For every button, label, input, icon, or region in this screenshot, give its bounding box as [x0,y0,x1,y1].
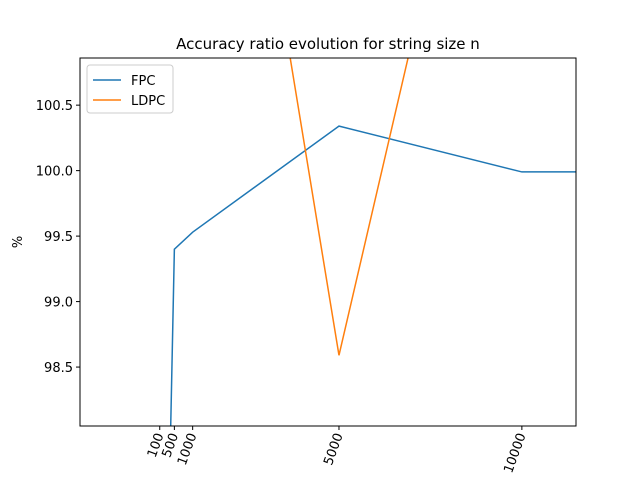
y-tick-label: 99.0 [44,296,73,311]
y-axis-label: % [11,236,26,248]
y-tick-label: 100.0 [36,165,73,180]
plot-area [169,58,576,426]
chart-title: Accuracy ratio evolution for string size… [176,35,480,53]
legend-box [86,64,174,114]
line-series [289,58,409,356]
y-tick-label: 100.5 [36,99,73,114]
legend-label: LDPC [131,94,165,109]
legend-label: FPC [131,74,155,89]
y-tick-label: 98.5 [44,361,73,376]
line-series [169,125,576,426]
axes-frame [79,57,577,427]
y-tick-label: 99.5 [44,230,73,245]
